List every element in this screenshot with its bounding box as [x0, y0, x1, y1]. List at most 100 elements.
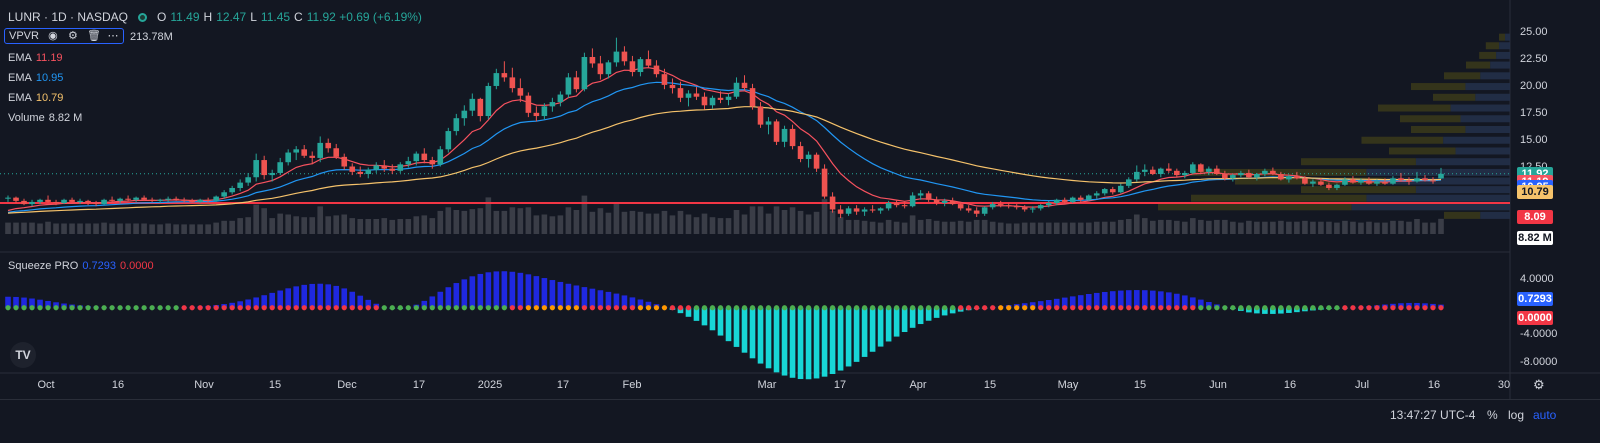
close-value: 11.92 +0.69 (+6.19%): [306, 10, 422, 24]
candle-body: [725, 96, 732, 100]
squeeze-dot: [565, 305, 571, 311]
squeeze-dot: [1326, 305, 1332, 311]
volume-bar: [1214, 219, 1220, 234]
squeeze-dot: [950, 305, 956, 311]
ema3-legend[interactable]: EMA 10.79: [8, 92, 63, 104]
candle-body: [45, 199, 51, 202]
symbol-legend[interactable]: LUNR · 1D · NASDAQ O 11.49 H 12.47 L 11.45 …: [8, 10, 422, 24]
trash-icon[interactable]: 🗑: [86, 30, 101, 42]
squeeze-histogram-bar: [293, 286, 300, 308]
volume-bar: [53, 223, 59, 234]
squeeze-dot: [637, 305, 644, 311]
squeeze-dot: [1054, 305, 1060, 311]
volume-bar: [581, 195, 588, 234]
volume-bar: [125, 223, 131, 234]
ema1-legend[interactable]: EMA 11.19: [8, 52, 63, 64]
squeeze-dot: [293, 305, 299, 311]
candle-body: [1037, 205, 1044, 209]
percent-toggle[interactable]: %: [1487, 408, 1498, 422]
squeeze-dot: [821, 305, 828, 311]
squeeze-histogram-bar: [1270, 307, 1276, 314]
ema2-name[interactable]: EMA: [8, 72, 32, 84]
vpvr-label[interactable]: VPVR: [9, 30, 39, 42]
candle-body: [165, 198, 171, 200]
candle-body: [565, 77, 572, 95]
candle-body: [965, 208, 972, 211]
vpvr-legend[interactable]: VPVR ◉ ⚙ 🗑 ⋯: [4, 28, 124, 44]
log-toggle[interactable]: log: [1508, 408, 1525, 422]
candle-body: [1382, 181, 1388, 184]
tradingview-logo[interactable]: TV: [10, 342, 36, 368]
vpvr-bar-down: [1465, 126, 1510, 133]
squeeze-dot: [173, 305, 179, 311]
squeeze-dot: [1254, 305, 1260, 311]
candle-body: [957, 204, 964, 209]
candle-body: [605, 62, 612, 75]
squeeze-histogram-bar: [445, 287, 452, 308]
squeeze-dot: [1022, 305, 1028, 311]
more-icon[interactable]: ⋯: [107, 30, 119, 42]
squeeze-histogram-bar: [269, 292, 275, 308]
candle-body: [853, 208, 860, 212]
vpvr-bar-up: [1444, 72, 1481, 80]
candle-body: [1198, 164, 1204, 172]
ema1-name[interactable]: EMA: [8, 52, 32, 64]
squeeze-histogram-bar: [605, 291, 612, 308]
price-tag: 8.09: [1517, 209, 1553, 224]
oscillator-axis-label: 4.0000: [1520, 273, 1554, 286]
time-axis-label: 16: [1283, 379, 1297, 391]
candle-body: [909, 195, 916, 207]
candle-body: [645, 59, 652, 66]
squeeze-dot: [853, 305, 860, 311]
squeeze-histogram-bar: [1109, 291, 1116, 308]
settings-icon[interactable]: ⚙: [68, 30, 78, 42]
squeeze-histogram-bar: [565, 283, 572, 308]
auto-toggle[interactable]: auto: [1533, 408, 1557, 422]
candle-body: [1270, 170, 1276, 175]
volume-bar: [941, 221, 948, 234]
candle-body: [1438, 173, 1444, 179]
volume-bar: [117, 223, 123, 234]
clock-time[interactable]: 13:47:27 UTC-4: [1390, 408, 1476, 422]
squeeze-histogram-bar: [333, 285, 340, 308]
squeeze-dot: [269, 305, 275, 311]
squeeze-dot: [117, 305, 123, 311]
squeeze-histogram-bar: [1037, 301, 1044, 308]
squeeze-legend[interactable]: Squeeze PRO 0.7293 0.0000: [8, 260, 154, 272]
ema2-legend[interactable]: EMA 10.95: [8, 72, 63, 84]
squeeze-dot: [902, 305, 908, 311]
axis-settings-icon[interactable]: ⚙: [1533, 377, 1545, 392]
volume-name[interactable]: Volume: [8, 112, 45, 124]
ema3-name[interactable]: EMA: [8, 92, 32, 104]
volume-bar: [1053, 222, 1060, 234]
candle-body: [461, 110, 468, 119]
chart-canvas[interactable]: [0, 0, 1600, 400]
volume-bar: [509, 207, 516, 234]
volume-legend[interactable]: Volume 8.82 M: [8, 112, 82, 124]
squeeze-dot: [1278, 305, 1284, 311]
squeeze-dot: [669, 305, 676, 311]
candle-body: [621, 51, 628, 62]
squeeze-histogram-bar: [941, 307, 948, 316]
candle-body: [421, 153, 428, 161]
squeeze-histogram-bar: [317, 283, 324, 308]
candle-body: [141, 197, 147, 200]
volume-bar: [749, 206, 756, 234]
volume-bar: [237, 218, 243, 234]
squeeze-dot: [237, 305, 243, 311]
squeeze-dot: [894, 305, 900, 311]
squeeze-name[interactable]: Squeeze PRO: [8, 260, 79, 272]
volume-bar: [1390, 220, 1396, 234]
squeeze-dot: [1246, 305, 1252, 311]
symbol-title[interactable]: LUNR · 1D · NASDAQ: [8, 10, 129, 24]
squeeze-histogram-bar: [773, 307, 780, 373]
volume-bar: [317, 206, 324, 234]
squeeze-dot: [645, 305, 652, 311]
candle-body: [285, 152, 291, 163]
squeeze-dot: [1142, 305, 1148, 311]
eye-icon[interactable]: ◉: [48, 30, 58, 42]
squeeze-histogram-bar: [309, 283, 316, 308]
volume-bar: [845, 219, 852, 234]
vpvr-bar-down: [1480, 72, 1510, 80]
squeeze-dot: [1150, 305, 1156, 311]
